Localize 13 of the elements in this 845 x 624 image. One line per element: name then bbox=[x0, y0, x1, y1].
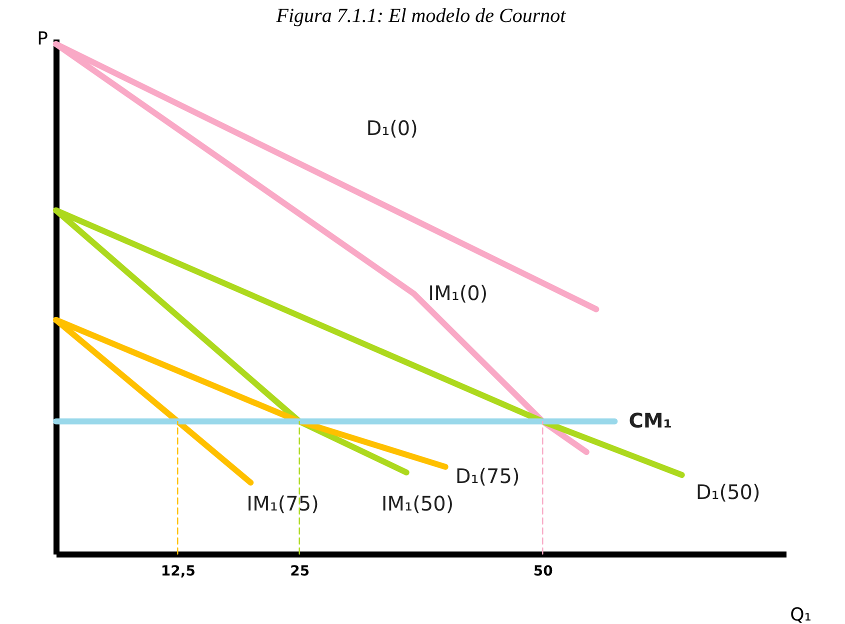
series-label: IM₁(50) bbox=[381, 491, 454, 516]
x-axis-title: Q₁ bbox=[790, 604, 812, 624]
y-axis-title: P bbox=[37, 28, 48, 50]
x-tick-label: 12,5 bbox=[160, 564, 196, 580]
series-label: D₁(50) bbox=[696, 480, 760, 504]
series-label: IM₁(75) bbox=[246, 492, 319, 516]
series-label: CM₁ bbox=[628, 408, 672, 432]
series-label: D₁(75) bbox=[455, 464, 520, 488]
series-label: IM₁(0) bbox=[428, 280, 488, 305]
text: D₁(0) bbox=[366, 116, 418, 140]
chart-title: Figura 7.1.1: El modelo de Cournot bbox=[275, 5, 566, 27]
x-tick-label: 25 bbox=[290, 564, 310, 580]
x-tick-label: 50 bbox=[533, 564, 554, 580]
